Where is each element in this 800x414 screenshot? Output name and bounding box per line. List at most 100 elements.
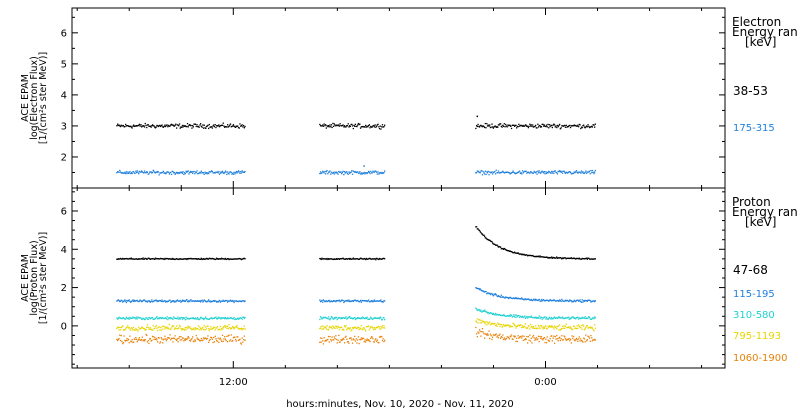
data-point [582, 171, 584, 173]
data-point [132, 171, 134, 173]
data-point [209, 338, 211, 341]
data-point [238, 171, 240, 173]
data-point [527, 327, 529, 329]
data-point [381, 319, 384, 321]
data-point [533, 327, 535, 329]
data-point [383, 325, 385, 327]
data-point [510, 251, 513, 253]
data-point [594, 317, 596, 319]
data-point [377, 326, 379, 328]
data-point [551, 125, 553, 127]
data-point [230, 126, 232, 128]
data-point [365, 124, 367, 127]
data-point [566, 126, 568, 128]
data-point [570, 300, 572, 302]
data-point [587, 257, 589, 259]
data-point [200, 125, 202, 127]
data-point [361, 328, 363, 330]
data-point [244, 170, 246, 173]
data-point [554, 317, 556, 320]
data-point [184, 329, 186, 331]
data-point [239, 172, 241, 175]
data-point [548, 171, 551, 173]
data-point [356, 318, 358, 320]
data-point [580, 127, 582, 130]
data-point [200, 317, 202, 319]
data-point [221, 258, 224, 260]
data-point [155, 126, 157, 128]
data-point [320, 172, 322, 175]
data-point [162, 339, 165, 341]
data-point [206, 337, 208, 340]
data-point [341, 317, 343, 319]
data-point [167, 300, 169, 302]
data-point [378, 257, 381, 260]
legend-entry: 795-1193 [733, 331, 781, 342]
data-point [151, 317, 154, 319]
data-point [125, 327, 127, 329]
data-point [161, 338, 163, 340]
data-point [567, 300, 570, 303]
data-point [501, 248, 503, 250]
data-point [570, 317, 572, 319]
data-point [559, 170, 561, 172]
data-point [489, 171, 491, 173]
data-point [533, 255, 535, 258]
data-point [355, 125, 357, 127]
data-point [357, 258, 360, 260]
data-point [372, 258, 374, 260]
data-point [117, 338, 119, 341]
data-point [129, 335, 131, 337]
data-point [362, 337, 365, 339]
data-point [476, 170, 478, 172]
data-point [589, 326, 591, 328]
data-point [205, 338, 208, 340]
data-point [124, 318, 126, 320]
data-point [235, 326, 237, 328]
data-point [214, 124, 216, 126]
data-point [333, 327, 335, 329]
data-point [239, 317, 241, 319]
data-point [559, 339, 561, 342]
data-point [384, 327, 386, 329]
data-point [503, 314, 505, 316]
data-point [476, 321, 478, 323]
data-point [321, 328, 323, 330]
data-point [514, 325, 516, 327]
legend-title: Proton [732, 195, 771, 209]
data-point [161, 171, 163, 174]
data-point [545, 338, 547, 340]
data-point [494, 324, 497, 327]
data-point [580, 258, 583, 260]
data-point [154, 327, 156, 330]
data-point [366, 325, 368, 328]
data-point [475, 127, 477, 130]
data-point [178, 336, 181, 338]
data-point [488, 174, 490, 176]
data-point [495, 294, 497, 296]
data-point [543, 125, 545, 127]
data-point [233, 125, 235, 127]
data-point [346, 171, 348, 173]
data-point [563, 170, 565, 172]
data-point [491, 322, 493, 324]
data-point [545, 299, 548, 301]
data-point [200, 172, 202, 174]
data-point [235, 125, 237, 127]
data-point [162, 258, 165, 260]
data-point [558, 171, 560, 173]
data-point [594, 339, 596, 341]
data-point [379, 258, 381, 260]
data-point [146, 324, 149, 326]
data-point [346, 318, 348, 320]
data-point [489, 333, 492, 335]
data-point [572, 257, 575, 259]
data-point [583, 317, 586, 319]
data-point [351, 342, 354, 344]
data-point [562, 317, 564, 320]
data-point [239, 258, 241, 260]
data-point [243, 328, 245, 330]
data-point [323, 317, 325, 319]
data-point [168, 299, 170, 301]
data-point [544, 256, 546, 258]
